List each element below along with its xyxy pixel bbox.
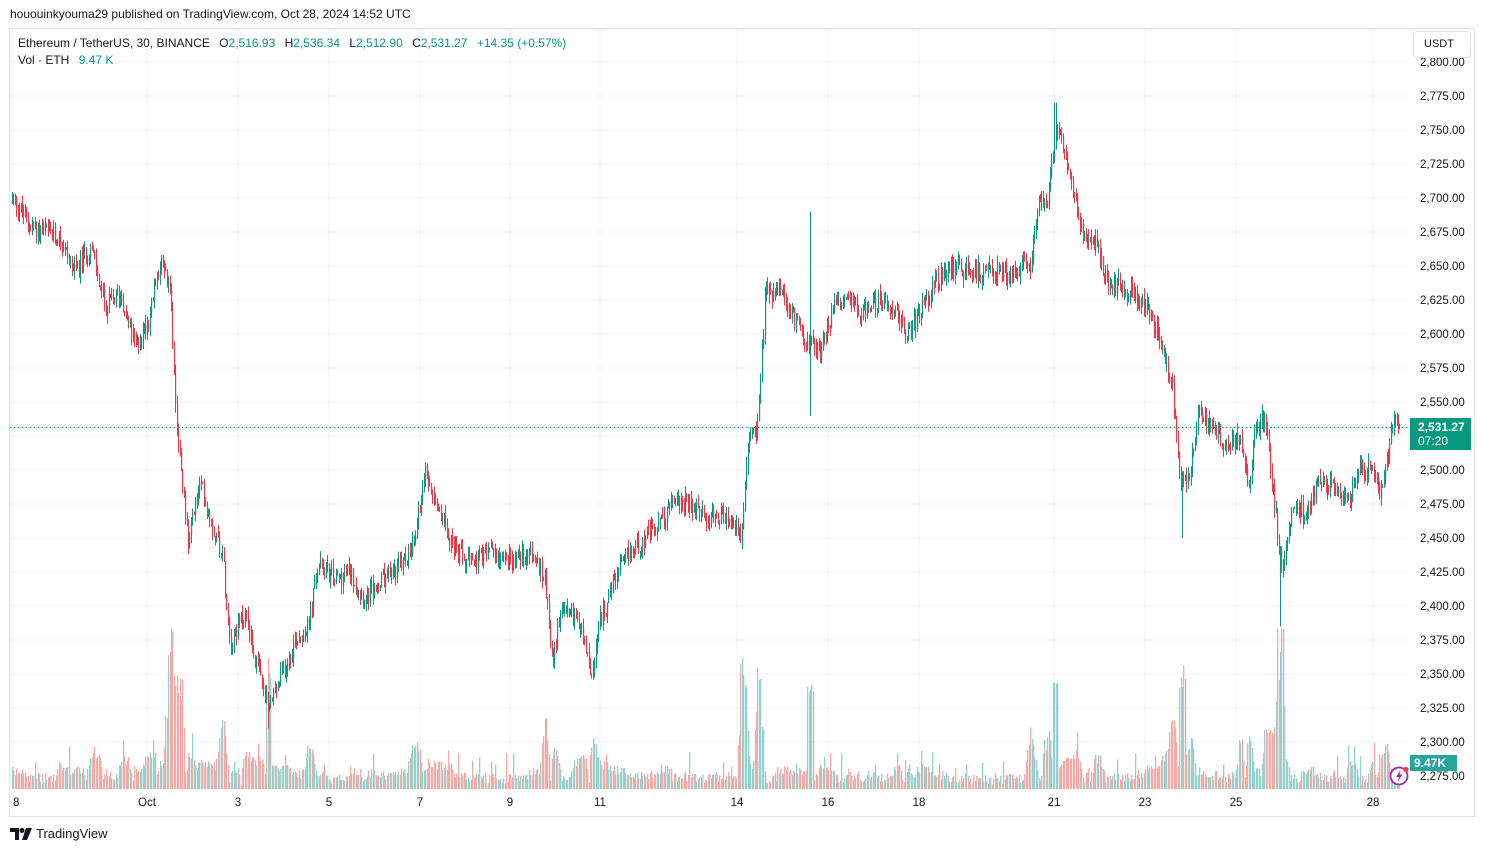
price-axis-label: 2,700.00 bbox=[1420, 193, 1465, 205]
lightning-icon[interactable] bbox=[1389, 764, 1411, 786]
time-axis-label: 25 bbox=[1230, 797, 1243, 809]
price-axis-label: 2,350.00 bbox=[1420, 669, 1465, 681]
chart-legend: Ethereum / TetherUS, 30, BINANCE O2,516.… bbox=[18, 35, 566, 69]
time-axis-label: 21 bbox=[1048, 797, 1061, 809]
tradingview-logo-icon bbox=[10, 827, 32, 840]
time-axis-label: 23 bbox=[1139, 797, 1152, 809]
time-axis-label: 14 bbox=[731, 797, 744, 809]
high-value: 2,536.34 bbox=[293, 36, 340, 50]
grid-lines bbox=[10, 29, 1408, 790]
price-axis-label: 2,750.00 bbox=[1420, 125, 1465, 137]
last-price-tag: 2,531.27 07:20 bbox=[1410, 418, 1471, 450]
price-axis-label: 2,725.00 bbox=[1420, 159, 1465, 171]
time-axis-label: 9 bbox=[507, 797, 513, 809]
time-axis-label: 16 bbox=[822, 797, 835, 809]
close-value: 2,531.27 bbox=[420, 36, 468, 50]
price-axis-label: 2,500.00 bbox=[1420, 465, 1465, 477]
publish-info: hououinkyouma29 published on TradingView… bbox=[10, 7, 411, 21]
volume-bars bbox=[12, 629, 1401, 789]
time-axis-label: 11 bbox=[594, 797, 606, 809]
price-axis-label: 2,675.00 bbox=[1420, 227, 1465, 239]
volume-label[interactable]: Vol · ETH bbox=[18, 53, 70, 67]
open-label: O bbox=[219, 36, 229, 50]
time-axis-label: 28 bbox=[1367, 797, 1380, 809]
volume-value: 9.47 K bbox=[78, 53, 114, 67]
time-axis-label: 18 bbox=[913, 797, 926, 809]
change-value: +14.35 (+0.57%) bbox=[476, 36, 567, 50]
close-label: C bbox=[412, 36, 421, 50]
price-axis-label: 2,625.00 bbox=[1420, 295, 1465, 307]
last-price: 2,531.27 bbox=[1418, 420, 1465, 434]
price-axis-label: 2,300.00 bbox=[1420, 737, 1465, 749]
price-axis-label: 2,375.00 bbox=[1420, 635, 1465, 647]
price-axis-label: 2,600.00 bbox=[1420, 329, 1465, 341]
price-axis-label: 2,550.00 bbox=[1420, 397, 1465, 409]
time-axis-label: 7 bbox=[417, 797, 423, 809]
currency-button[interactable]: USDT bbox=[1413, 31, 1471, 58]
price-axis-label: 2,400.00 bbox=[1420, 601, 1465, 613]
symbol-title[interactable]: Ethereum / TetherUS, 30, BINANCE bbox=[18, 36, 210, 50]
time-axis-label: 5 bbox=[326, 797, 332, 809]
ohlc-row: Ethereum / TetherUS, 30, BINANCE O2,516.… bbox=[18, 35, 566, 52]
price-axis-label: 2,475.00 bbox=[1420, 499, 1465, 511]
volume-tag: 9.47K bbox=[1410, 755, 1457, 771]
time-axis-label: 8 bbox=[13, 797, 19, 809]
high-label: H bbox=[284, 36, 294, 50]
candles bbox=[12, 102, 1401, 729]
price-axis-label: 2,650.00 bbox=[1420, 261, 1465, 273]
volume-row: Vol · ETH 9.47 K bbox=[18, 52, 566, 69]
tradingview-brand[interactable]: TradingView bbox=[10, 826, 108, 841]
price-axis-label: 2,575.00 bbox=[1420, 363, 1465, 375]
price-axis-label: 2,450.00 bbox=[1420, 533, 1465, 545]
price-axis-label: 2,275.00 bbox=[1420, 771, 1465, 783]
price-axis-label: 2,425.00 bbox=[1420, 567, 1465, 579]
time-axis[interactable]: 8 Oct 3 5 7 9 11 14 16 18 21 23 25 28 bbox=[13, 797, 1379, 809]
brand-name: TradingView bbox=[36, 826, 108, 841]
open-value: 2,516.93 bbox=[228, 36, 276, 50]
bar-countdown: 07:20 bbox=[1418, 434, 1449, 448]
low-label: L bbox=[349, 36, 357, 50]
low-value: 2,512.90 bbox=[356, 36, 403, 50]
price-axis-label: 2,800.00 bbox=[1420, 57, 1465, 69]
price-axis-label: 2,775.00 bbox=[1420, 91, 1465, 103]
price-axis[interactable]: 2,800.00 2,775.00 2,750.00 2,725.00 2,700.00… bbox=[1420, 57, 1465, 783]
price-axis-label: 2,325.00 bbox=[1420, 703, 1465, 715]
time-axis-label: 3 bbox=[235, 797, 241, 809]
time-axis-label: Oct bbox=[138, 797, 157, 809]
